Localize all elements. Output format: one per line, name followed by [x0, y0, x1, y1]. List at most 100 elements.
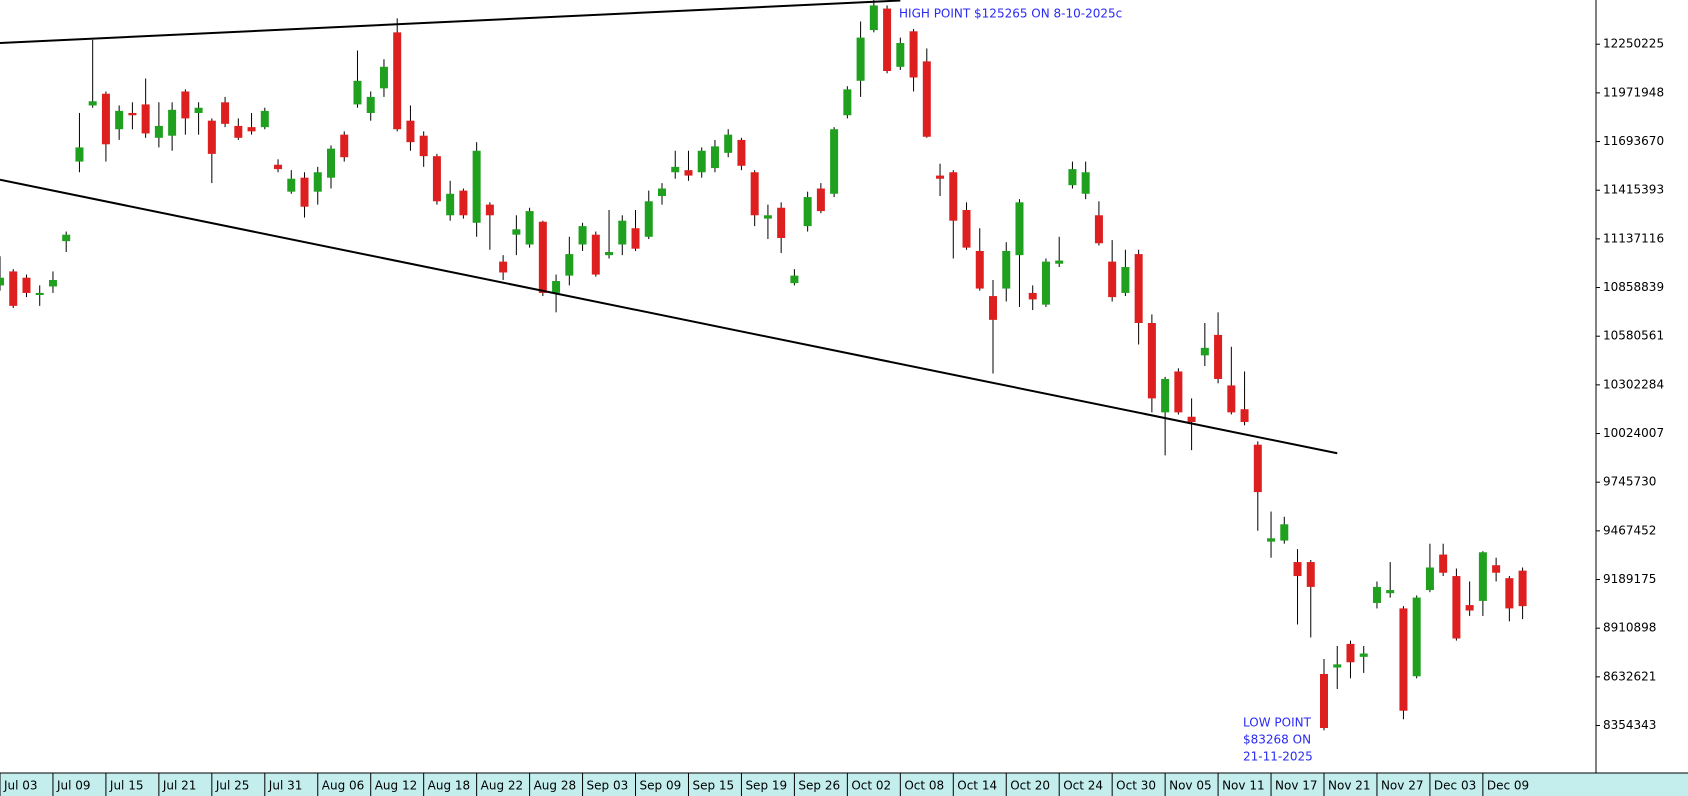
candle-body — [1227, 385, 1236, 413]
candle-body — [671, 166, 680, 173]
x-tick-label: Jul 21 — [162, 779, 197, 793]
x-tick-label: Aug 18 — [428, 779, 471, 793]
x-axis-strip — [0, 773, 1688, 796]
candle-body — [1492, 565, 1501, 573]
candle-body — [181, 91, 190, 119]
x-tick-label: Aug 12 — [375, 779, 418, 793]
candle-body — [909, 31, 918, 78]
candle-body — [631, 228, 640, 249]
candle-body — [353, 80, 362, 105]
high-annotation: HIGH POINT $125265 ON 8-10-2025c — [899, 7, 1122, 21]
candle-body — [1505, 578, 1514, 609]
candle-body — [538, 221, 547, 293]
candle-body — [247, 127, 256, 132]
candle-body — [1280, 524, 1289, 541]
x-tick-label: Aug 28 — [534, 779, 577, 793]
candle-body — [366, 96, 375, 113]
candle-body — [1386, 590, 1395, 594]
candle-body — [300, 177, 309, 207]
candle-body — [1028, 292, 1037, 300]
candle-body — [737, 139, 746, 166]
x-tick-label: Nov 27 — [1381, 779, 1424, 793]
x-tick-label: Nov 17 — [1275, 779, 1318, 793]
candle-body — [446, 193, 455, 216]
candle-body — [1267, 538, 1276, 542]
candle-body — [777, 207, 786, 239]
candle-body — [1055, 260, 1064, 264]
candle-body — [843, 89, 852, 116]
candle-body — [1293, 562, 1302, 577]
y-tick-label: 12250225 — [1603, 37, 1664, 51]
candle-body — [1081, 172, 1090, 194]
candle-body — [168, 109, 177, 136]
y-tick-label: 8354343 — [1603, 718, 1656, 732]
candle-body — [101, 93, 110, 145]
candle-body — [1333, 664, 1342, 668]
x-tick-label: Oct 14 — [957, 779, 997, 793]
trend-line — [0, 178, 1338, 455]
candle-body — [154, 125, 163, 138]
x-tick-label: Jul 25 — [215, 779, 250, 793]
candle-body — [1147, 323, 1156, 399]
x-tick-label: Sep 26 — [798, 779, 840, 793]
x-tick-label: Jul 31 — [268, 779, 303, 793]
candle-body — [327, 148, 335, 178]
x-tick-label: Aug 06 — [322, 779, 365, 793]
candle-body — [1108, 261, 1117, 298]
x-tick-label: Sep 03 — [587, 779, 629, 793]
candle-body — [803, 197, 812, 227]
candle-body — [989, 296, 997, 320]
candle-body — [1094, 215, 1103, 244]
candle-body — [1187, 416, 1196, 422]
candle-body — [62, 234, 71, 242]
candle-body — [419, 135, 428, 157]
candle-body — [234, 125, 243, 138]
candle-body — [75, 147, 84, 162]
candle-body — [565, 254, 574, 276]
candle-body — [1121, 267, 1130, 293]
x-tick-label: Jul 15 — [109, 779, 144, 793]
y-tick-label: 10302284 — [1603, 377, 1664, 391]
candle-body — [1478, 552, 1487, 601]
candle-body — [1306, 562, 1315, 587]
y-tick-label: 11971948 — [1603, 85, 1664, 99]
candle-body — [1253, 444, 1262, 493]
y-tick-label: 9467452 — [1603, 523, 1656, 537]
candle-body — [816, 188, 825, 212]
candle-body — [406, 120, 415, 143]
candle-body — [1320, 673, 1328, 729]
candle-body — [1002, 250, 1011, 289]
candle-body — [684, 170, 693, 176]
candle-body — [274, 164, 283, 170]
y-tick-label: 11693670 — [1603, 134, 1664, 148]
candle-body — [1161, 378, 1170, 413]
candle-body — [9, 271, 18, 306]
candle-body — [1240, 409, 1249, 422]
candle-body — [936, 175, 945, 179]
candle-body — [340, 134, 349, 158]
candle-body — [697, 150, 706, 173]
candle-body — [207, 120, 216, 154]
candle-body — [830, 129, 839, 194]
candle-body — [949, 172, 958, 221]
candle-body — [962, 210, 971, 248]
candle-body — [1174, 371, 1183, 413]
x-tick-label: Nov 11 — [1222, 779, 1265, 793]
candle-body — [393, 32, 402, 130]
candle-body — [141, 104, 150, 134]
candle-body — [1425, 567, 1434, 591]
candle-body — [710, 146, 719, 169]
candle-body — [35, 292, 44, 296]
x-tick-label: Oct 02 — [851, 779, 891, 793]
candle-body — [883, 8, 892, 72]
y-tick-label: 10580561 — [1603, 329, 1664, 343]
low-annotation: 21-11-2025 — [1243, 750, 1313, 764]
y-tick-label: 9745730 — [1603, 475, 1656, 489]
candle-body — [88, 101, 97, 106]
candle-body — [724, 134, 733, 153]
x-tick-label: Jul 09 — [56, 779, 91, 793]
low-annotation: LOW POINT — [1243, 716, 1312, 730]
candle-body — [485, 204, 494, 216]
y-tick-label: 8910898 — [1603, 621, 1656, 635]
